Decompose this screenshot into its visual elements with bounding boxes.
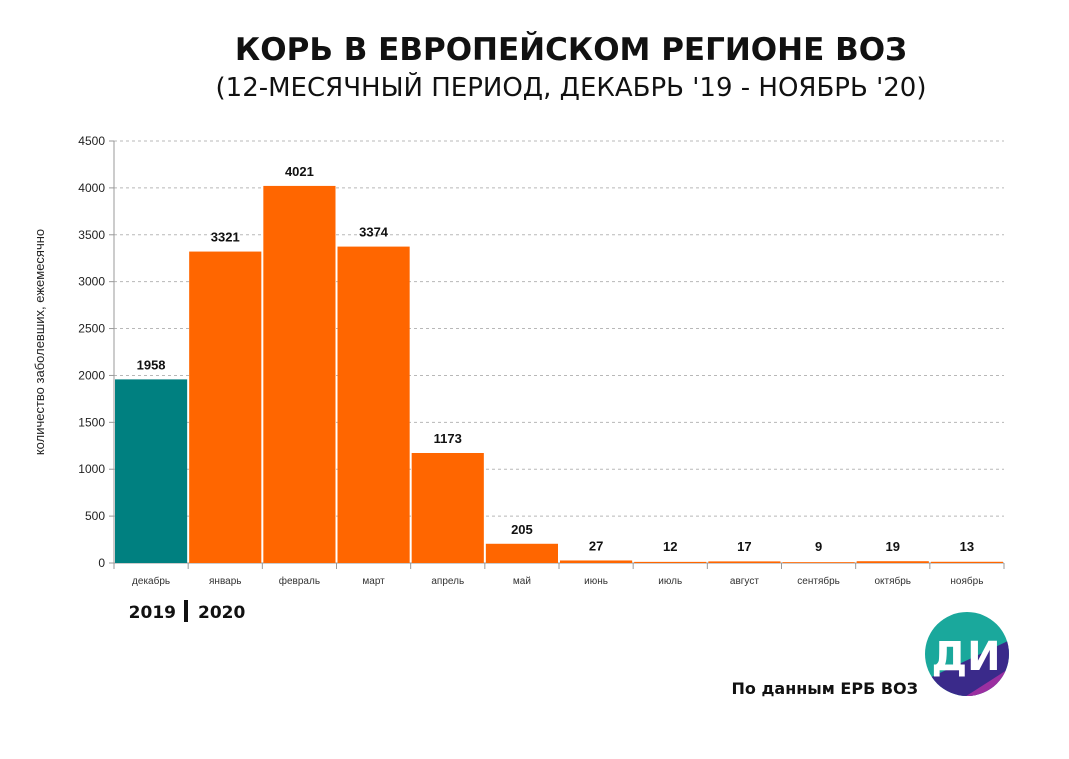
bar-9 bbox=[782, 562, 855, 563]
y-tick-label: 4000 bbox=[78, 181, 105, 195]
x-tick-label: август bbox=[730, 576, 759, 587]
data-label: 27 bbox=[589, 538, 603, 553]
bar-5 bbox=[485, 543, 558, 563]
logo-text: ДИ bbox=[931, 634, 1000, 680]
di-logo: ДИ bbox=[925, 612, 1009, 696]
y-axis-label: количество заболевших, ежемесячно bbox=[32, 229, 47, 455]
x-tick-label: май bbox=[513, 576, 531, 587]
bar-1 bbox=[189, 251, 262, 563]
bar-4 bbox=[411, 452, 484, 563]
y-axis-ticks: 0 500 1000 1500 2000 2500 3000 3500 4000 4500 bbox=[78, 134, 114, 570]
y-tick-label: 3500 bbox=[78, 228, 105, 242]
y-tick-label: 0 bbox=[98, 556, 105, 570]
data-label: 12 bbox=[663, 539, 677, 554]
x-axis-ticks: декабрь январь февраль март апрель май июнь июл… bbox=[113, 563, 1005, 587]
y-tick-label: 4500 bbox=[78, 134, 105, 148]
data-label: 3321 bbox=[211, 230, 240, 245]
x-tick-label: апрель bbox=[431, 576, 464, 587]
bar-3 bbox=[337, 246, 410, 563]
x-tick-label: декабрь bbox=[132, 575, 170, 587]
bar-7 bbox=[634, 561, 707, 563]
chart-subtitle: (12-МЕСЯЧНЫЙ ПЕРИОД, ДЕКАБРЬ '19 - НОЯБР… bbox=[216, 71, 927, 103]
y-tick-label: 1000 bbox=[78, 462, 105, 476]
data-label: 19 bbox=[886, 539, 900, 554]
bar-6 bbox=[560, 560, 633, 563]
data-label: 4021 bbox=[285, 164, 314, 179]
y-tick-label: 1500 bbox=[78, 415, 105, 429]
source-note: По данным ЕРБ ВОЗ bbox=[732, 679, 918, 698]
data-label: 205 bbox=[511, 522, 533, 537]
data-label: 13 bbox=[960, 539, 974, 554]
year-divider bbox=[184, 600, 188, 622]
grid-lines bbox=[114, 140, 1004, 517]
data-label: 9 bbox=[815, 539, 822, 554]
bar-11 bbox=[930, 561, 1003, 563]
x-tick-label: февраль bbox=[279, 575, 320, 587]
bar-8 bbox=[708, 561, 781, 563]
year-label-2020: 2020 bbox=[198, 603, 245, 623]
y-tick-label: 2000 bbox=[78, 368, 105, 382]
x-tick-label: октябрь bbox=[874, 575, 911, 587]
data-label: 17 bbox=[737, 539, 751, 554]
data-label: 1173 bbox=[434, 431, 462, 446]
bar-2 bbox=[263, 185, 336, 563]
data-labels: 1958 3321 4021 3374 1173 205 27 12 17 9 19 13 bbox=[137, 164, 975, 554]
y-tick-label: 3000 bbox=[78, 275, 105, 289]
x-tick-label: март bbox=[362, 576, 385, 587]
data-label: 1958 bbox=[137, 357, 166, 372]
bar-0 bbox=[115, 379, 188, 563]
y-tick-label: 500 bbox=[85, 509, 105, 523]
bars bbox=[115, 185, 1003, 563]
year-label-2019: 2019 bbox=[129, 603, 176, 623]
chart-title: КОРЬ В ЕВРОПЕЙСКОМ РЕГИОНЕ ВОЗ bbox=[235, 32, 907, 68]
x-tick-label: июнь bbox=[584, 576, 608, 587]
x-tick-label: сентябрь bbox=[797, 575, 840, 587]
x-tick-label: ноябрь bbox=[950, 575, 983, 587]
x-tick-label: июль bbox=[658, 576, 682, 587]
x-tick-label: январь bbox=[209, 576, 241, 587]
bar-10 bbox=[856, 561, 929, 563]
y-tick-label: 2500 bbox=[78, 322, 105, 336]
data-label: 3374 bbox=[359, 225, 389, 240]
